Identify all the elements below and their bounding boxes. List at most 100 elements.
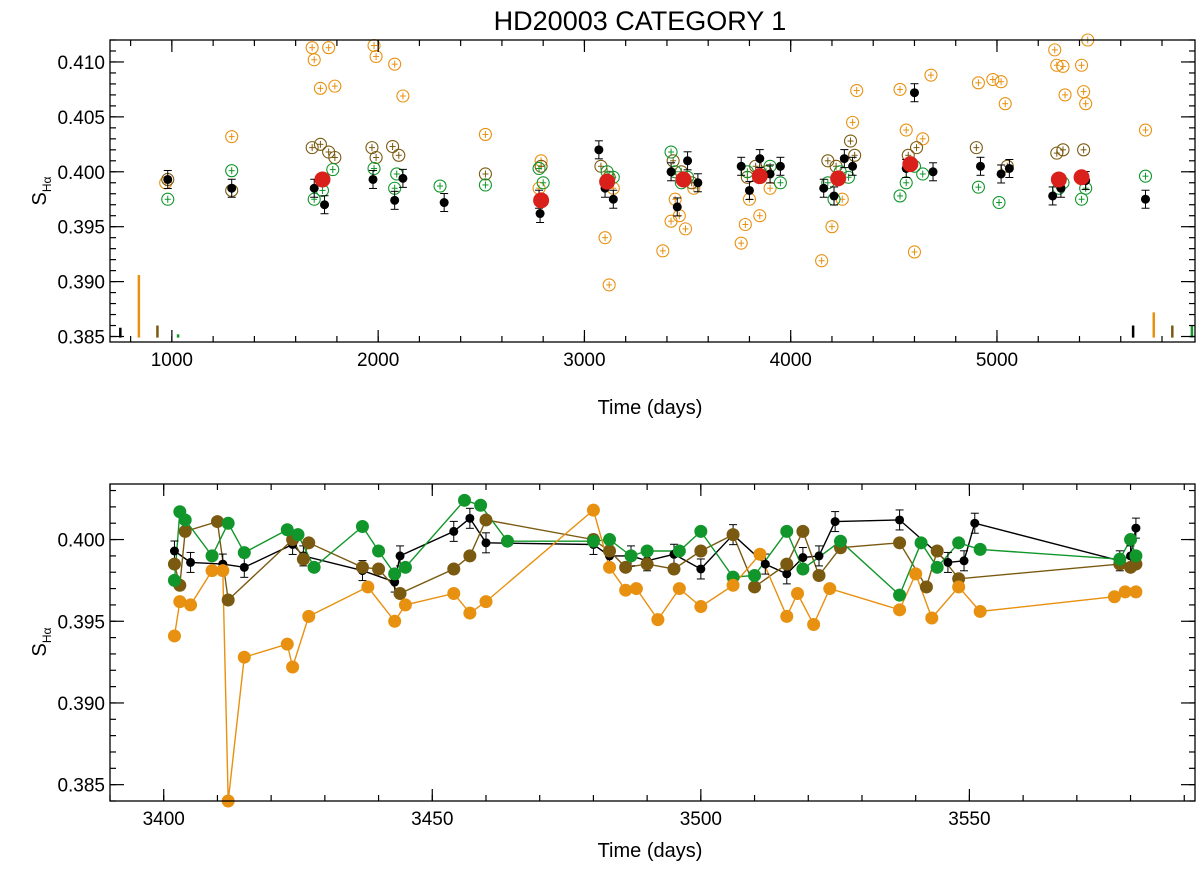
bottom-black-point <box>943 557 953 567</box>
top-black-point <box>594 145 604 155</box>
bottom-orange-point <box>361 580 375 594</box>
bottom-green-point <box>748 569 762 583</box>
top-orange-point <box>924 68 938 82</box>
bottom-orange-point <box>398 598 412 612</box>
bottom-orange-point <box>973 604 987 618</box>
bottom-black-point <box>830 517 840 527</box>
bottom-green-point <box>930 560 944 574</box>
bottom-y-tick-label: 0.400 <box>57 531 105 552</box>
bottom-black-point <box>798 553 808 563</box>
top-y-tick-label: 0.410 <box>57 53 105 74</box>
bottom-panel: 3400 3450 3500 3550 0.385 0.390 0.395 0.400 Tim… <box>29 483 1196 862</box>
top-y-axis-subscript: Hα <box>40 176 54 192</box>
top-orange-point <box>850 83 864 98</box>
bottom-green-point <box>388 567 402 581</box>
bottom-green-point <box>167 573 181 587</box>
top-green-point <box>916 167 930 181</box>
bottom-brown-point <box>479 513 493 527</box>
top-black-point <box>829 191 839 201</box>
top-mean-point <box>314 171 331 188</box>
chart-title: HD20003 CATEGORY 1 <box>494 6 787 36</box>
top-green-point <box>433 179 447 193</box>
bottom-green-point <box>624 549 638 563</box>
top-green-point <box>536 176 550 190</box>
top-orange-point <box>1058 88 1072 102</box>
top-green-point <box>326 163 340 177</box>
bottom-orange-point <box>302 609 316 623</box>
bottom-green-point <box>640 544 654 558</box>
bottom-y-tick-label: 0.395 <box>57 612 105 633</box>
bottom-brown-point <box>603 544 617 558</box>
top-black-point <box>672 202 682 212</box>
bottom-green-point <box>398 560 412 574</box>
top-orange-point <box>602 278 616 292</box>
bottom-orange-point <box>726 578 740 592</box>
bottom-orange-point <box>672 582 686 596</box>
top-orange-point <box>322 41 336 55</box>
top-black-point <box>309 183 319 193</box>
bottom-brown-point <box>355 560 369 574</box>
top-orange-point <box>893 82 907 96</box>
bottom-brown-point <box>210 515 224 529</box>
bottom-orange-point <box>205 564 219 578</box>
top-brown-point <box>1056 143 1070 157</box>
bottom-orange-point <box>184 598 198 612</box>
bottom-black-point <box>760 559 770 569</box>
bottom-orange-point <box>893 603 907 617</box>
bottom-black-point <box>970 518 980 528</box>
bottom-brown-point <box>812 569 826 583</box>
bottom-black-point <box>465 513 475 523</box>
bottom-y-axis-symbol: S <box>29 643 51 656</box>
top-mean-point <box>830 170 847 187</box>
top-green-point <box>367 161 381 176</box>
bottom-green-point <box>603 533 617 547</box>
bottom-orange-point <box>1107 590 1121 604</box>
top-black-point <box>848 161 858 171</box>
top-orange-point <box>986 72 1000 87</box>
top-orange-point <box>1048 43 1062 57</box>
bottom-axis-ticks: 3400 3450 3500 3550 0.385 0.390 0.395 0.400 <box>57 484 1195 830</box>
top-orange-point <box>678 222 693 236</box>
top-orange-point <box>815 254 829 268</box>
top-brown-point <box>313 137 327 151</box>
top-x-tick-label: 4000 <box>770 350 812 371</box>
top-black-point <box>755 154 765 164</box>
top-black-point <box>163 174 173 184</box>
bottom-brown-point <box>178 524 192 538</box>
bottom-green-point <box>205 549 219 563</box>
bottom-brown-point <box>393 586 407 600</box>
bottom-green-point <box>291 528 305 542</box>
top-brown-point <box>369 150 383 165</box>
top-black-point <box>775 161 785 171</box>
top-black-point <box>608 194 618 204</box>
bottom-orange-point <box>925 611 939 625</box>
top-orange-point <box>899 123 913 137</box>
bottom-green-point <box>672 544 686 558</box>
top-plot-marks <box>119 33 1194 338</box>
top-brown-point <box>534 159 548 173</box>
top-orange-point <box>598 231 612 245</box>
top-black-point <box>390 195 400 205</box>
bottom-black-point <box>395 551 405 561</box>
top-orange-point <box>307 53 321 67</box>
bottom-green-point <box>973 542 987 556</box>
bottom-x-tick-label: 3550 <box>948 809 990 830</box>
bottom-brown-point <box>221 593 235 607</box>
top-panel: 1000 2000 3000 4000 5000 0.385 0.390 0.395 0.400… <box>29 33 1196 419</box>
top-green-point <box>773 176 787 190</box>
top-orange-point <box>971 76 985 90</box>
top-brown-point <box>843 134 858 148</box>
bottom-orange-point <box>791 586 805 600</box>
bottom-brown-point <box>780 557 794 571</box>
top-orange-point <box>753 209 767 223</box>
bottom-y-axis-label: SHα <box>29 627 54 656</box>
bottom-orange-point <box>780 609 794 623</box>
top-orange-point <box>1138 123 1153 137</box>
top-black-point <box>996 169 1006 179</box>
bottom-black-point <box>959 556 969 566</box>
bottom-green-point <box>372 544 386 558</box>
top-black-point <box>368 174 378 184</box>
bottom-black-point <box>449 526 459 536</box>
top-orange-point <box>328 79 342 93</box>
bottom-orange-point <box>952 580 966 594</box>
